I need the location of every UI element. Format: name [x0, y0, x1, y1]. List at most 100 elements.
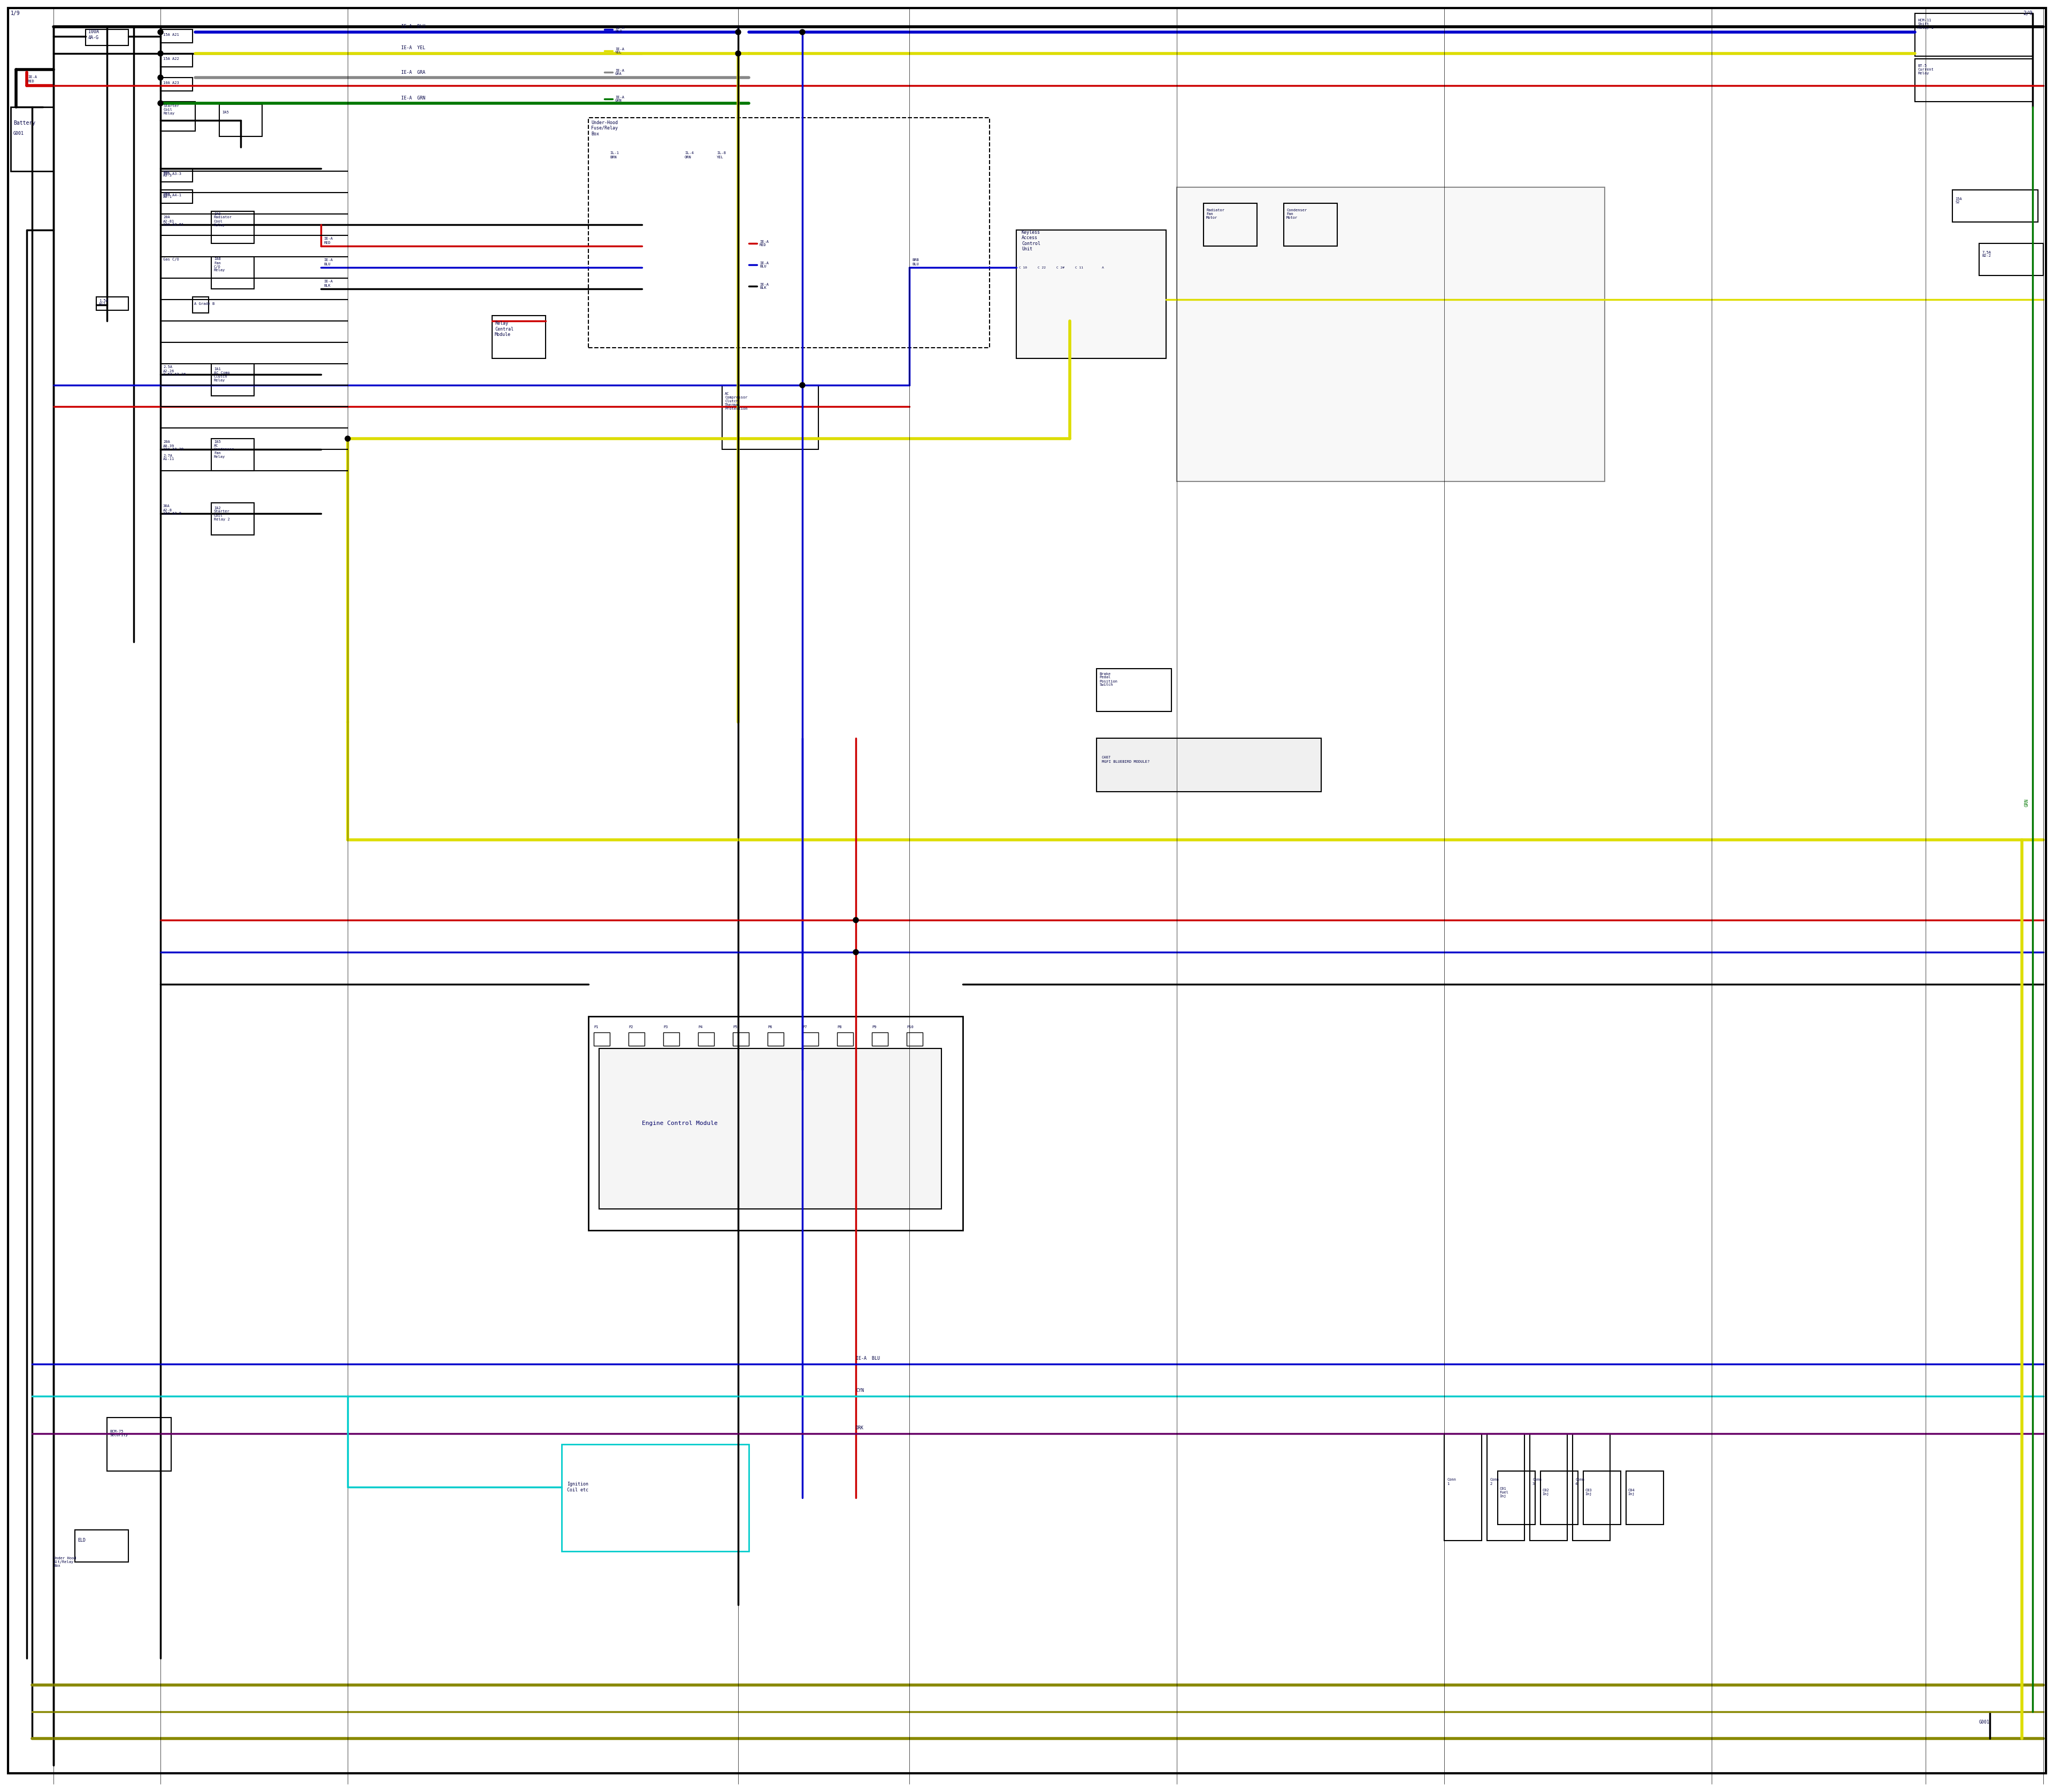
Text: ELD: ELD	[78, 1538, 86, 1543]
Bar	[1540, 1471, 1577, 1525]
Text: Starter
Coil
Relay: Starter Coil Relay	[162, 104, 179, 115]
Bar	[723, 385, 817, 450]
Bar	[561, 1444, 750, 1552]
Bar	[1953, 190, 2038, 222]
Bar	[600, 1048, 941, 1210]
Text: 2.5A
A2-26: 2.5A A2-26	[162, 366, 175, 373]
Bar	[906, 1032, 922, 1047]
Circle shape	[735, 50, 741, 56]
Text: 1/9: 1/9	[10, 11, 21, 16]
Text: C407
MGFI BLUEBIRD MODULE?: C407 MGFI BLUEBIRD MODULE?	[1101, 756, 1150, 763]
Bar	[212, 504, 255, 536]
Bar	[594, 1032, 610, 1047]
Text: 20A A0-39: 20A A0-39	[162, 448, 183, 452]
Text: IE-A
BLK: IE-A BLK	[760, 283, 768, 290]
Bar	[1584, 1471, 1621, 1525]
Text: IE-A  BLU: IE-A BLU	[401, 25, 425, 29]
Text: P5: P5	[733, 1025, 737, 1029]
Text: 36A A2-8: 36A A2-8	[162, 513, 181, 514]
Text: Keyless
Access
Control
Unit: Keyless Access Control Unit	[1021, 229, 1041, 251]
Bar	[97, 297, 127, 310]
Bar	[1573, 1434, 1610, 1541]
Circle shape	[158, 29, 162, 34]
Bar	[1097, 738, 1321, 792]
Bar	[1627, 1471, 1664, 1525]
Text: 30A
A3-3: 30A A3-3	[162, 170, 173, 177]
Text: P8: P8	[838, 1025, 842, 1029]
Text: C03
Inj: C03 Inj	[1586, 1489, 1592, 1496]
Text: IL-4
ORN: IL-4 ORN	[684, 152, 694, 159]
Text: IA5
AC
Condenser
Fan
Relay: IA5 AC Condenser Fan Relay	[214, 441, 234, 459]
Bar	[160, 54, 193, 66]
Bar	[212, 256, 255, 289]
Bar	[803, 1032, 817, 1047]
Bar	[74, 1530, 127, 1563]
Text: IE-A  GRN: IE-A GRN	[401, 95, 425, 100]
Text: IL-1
BRN: IL-1 BRN	[610, 152, 618, 159]
Bar	[838, 1032, 852, 1047]
Circle shape	[345, 435, 351, 441]
Text: IE-A
BLK: IE-A BLK	[325, 280, 333, 287]
Text: 10A A23: 10A A23	[162, 81, 179, 84]
Text: BT-5
Current
Relay: BT-5 Current Relay	[1918, 65, 1933, 75]
Text: IE-A
YEL: IE-A YEL	[614, 47, 624, 54]
Text: Condenser
Fan
Motor: Condenser Fan Motor	[1286, 208, 1306, 219]
Bar	[587, 118, 990, 348]
Bar	[493, 315, 546, 358]
Bar	[871, 1032, 887, 1047]
Bar	[768, 1032, 785, 1047]
Text: 2-7A
A1-11: 2-7A A1-11	[162, 453, 175, 461]
Text: AC
Compressor
Clutch
Thermal
Protection: AC Compressor Clutch Thermal Protection	[725, 392, 748, 410]
Text: Radiator
Fan
Motor: Radiator Fan Motor	[1206, 208, 1224, 219]
Text: IA5: IA5	[222, 111, 228, 115]
Circle shape	[158, 100, 162, 106]
Text: Under-Hood
Fuse/Relay
Box: Under-Hood Fuse/Relay Box	[592, 120, 618, 136]
Text: Ignition
Coil etc: Ignition Coil etc	[567, 1482, 587, 1493]
Circle shape	[735, 29, 741, 34]
Text: P4: P4	[698, 1025, 702, 1029]
Text: P1: P1	[594, 1025, 598, 1029]
Text: Conn
4: Conn 4	[1575, 1478, 1584, 1486]
Bar	[1017, 229, 1167, 358]
Bar	[733, 1032, 750, 1047]
Bar	[1914, 13, 2033, 56]
Text: BCM-75
Security: BCM-75 Security	[109, 1430, 127, 1437]
Bar	[86, 29, 127, 45]
Text: 2/9: 2/9	[2023, 11, 2033, 16]
Text: 36A
A2-8: 36A A2-8	[162, 505, 173, 513]
Text: C 10: C 10	[1019, 267, 1027, 269]
Text: GRN: GRN	[2025, 799, 2029, 806]
Bar	[663, 1032, 680, 1047]
Text: 100A
4A-G: 100A 4A-G	[88, 30, 99, 39]
Circle shape	[799, 29, 805, 34]
Bar	[160, 102, 195, 131]
Text: IE-A
BLU: IE-A BLU	[614, 25, 624, 32]
Text: C04
Inj: C04 Inj	[1627, 1489, 1635, 1496]
Text: Relay
Central
Module: Relay Central Module	[495, 321, 514, 337]
Bar	[220, 104, 263, 136]
Text: IE-A
GRN: IE-A GRN	[614, 95, 624, 102]
Text: 7.5A
B2-2: 7.5A B2-2	[1982, 251, 1990, 258]
Text: 15A A22: 15A A22	[162, 57, 179, 61]
Bar	[160, 29, 193, 43]
Text: IA8
Fan
C/O
Relay: IA8 Fan C/O Relay	[214, 258, 226, 272]
Text: BRB
BLU: BRB BLU	[912, 258, 918, 265]
Bar	[160, 190, 193, 202]
Text: 20A A2-81: 20A A2-81	[162, 222, 183, 226]
Bar	[1097, 668, 1171, 711]
Text: IE-A
GRA: IE-A GRA	[614, 68, 624, 75]
Text: 30A A3-3: 30A A3-3	[162, 172, 181, 176]
Bar	[160, 77, 193, 91]
Text: IE-A
RED: IE-A RED	[325, 237, 333, 244]
Bar	[160, 168, 193, 181]
Bar	[698, 1032, 715, 1047]
Text: P10: P10	[906, 1025, 914, 1029]
Text: CYN: CYN	[857, 1389, 865, 1392]
Text: P9: P9	[871, 1025, 877, 1029]
Text: HCM-11
Shift
Relay 1: HCM-11 Shift Relay 1	[1918, 18, 1933, 29]
Text: G001: G001	[14, 131, 25, 136]
Circle shape	[852, 918, 859, 923]
Text: A Grade B: A Grade B	[195, 303, 214, 305]
Text: C 11: C 11	[1074, 267, 1082, 269]
Text: C02
Inj: C02 Inj	[1543, 1489, 1549, 1496]
